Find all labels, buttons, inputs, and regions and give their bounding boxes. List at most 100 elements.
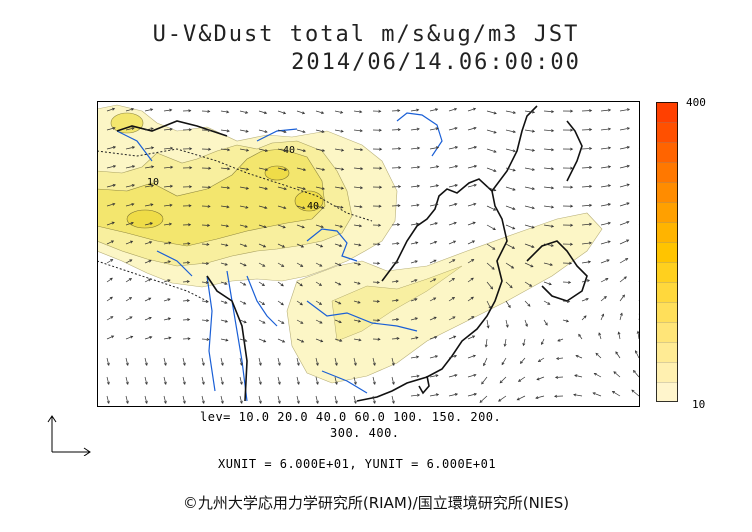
wind-vector [600,296,607,302]
wind-vector [467,184,477,188]
wind-vector-head [454,165,459,168]
wind-vector [258,281,265,286]
wind-vector [201,243,209,245]
wind-vector-head [338,263,342,267]
wind-vector-head [168,336,172,340]
wind-vector [486,205,496,211]
wind-vector [106,316,114,321]
wind-vector [296,319,304,324]
wind-vector [391,338,400,340]
wind-vector-head [589,128,593,132]
wind-vector-head [435,393,440,397]
wind-vector-head [471,240,476,244]
wind-vector [258,319,266,324]
wind-vector-head [224,262,228,266]
wind-vector [163,260,171,264]
borders [97,148,373,302]
wind-vector [410,109,419,112]
wind-vector [106,277,113,283]
wind-vector [125,336,133,340]
wind-vector [619,294,625,302]
wind-vector [429,108,438,112]
wind-vector-head [415,336,419,340]
wind-vector [505,243,515,249]
wind-vector-head [570,147,574,151]
wind-vector-head [106,362,110,366]
wind-vector-head [149,222,154,226]
wind-vector-head [296,362,300,366]
wind-vector-head [567,299,571,303]
wind-vector-head [522,342,526,347]
wind-vector-head [129,259,133,263]
colorbar-cell [656,221,678,243]
wind-vector [520,357,526,364]
wind-vector [277,357,281,366]
wind-vector [556,357,564,360]
wind-vector [201,300,209,303]
wind-vector [429,374,439,378]
wind-vector-head [451,297,456,300]
wind-vector-head [300,244,305,248]
wind-vector-head [360,148,364,152]
wind-vector-head [416,108,420,112]
wind-vector-head [473,145,478,149]
wind-vector-head [130,335,134,339]
wind-vector [524,319,528,327]
wind-vector-head [321,148,326,152]
wind-vector-head [473,126,477,130]
colorbar-cell [656,361,678,383]
wind-vector-head [150,203,154,207]
wind-vector-head [626,164,630,168]
wind-vector [144,376,148,385]
wind-vector [372,281,380,283]
wind-vector-head [453,335,457,339]
wind-vector [391,395,395,404]
wind-vector [481,376,488,385]
wind-vector [220,376,224,385]
wind-vector-head [262,263,266,267]
wind-vector-head [472,335,476,339]
wind-vector [353,148,363,151]
wind-vector-head [481,381,485,385]
wind-vector [429,241,437,245]
wind-vector [486,243,496,250]
wind-vector [562,319,569,322]
wind-vector [315,281,322,286]
wind-vector [524,243,535,248]
wind-vector-head [377,261,381,265]
wind-vector [277,395,281,404]
wind-vector [315,395,319,404]
wind-vector-head [435,184,440,188]
wind-vector [353,243,361,246]
wind-vector-head [578,333,582,337]
wind-vector [429,222,438,226]
wind-vector [581,148,592,150]
wind-vector [543,205,554,208]
wind-vector-head [531,245,535,248]
wind-vector-head [170,165,174,169]
wind-vector [631,389,640,397]
wind-vector [581,279,590,283]
colorbar-cell [656,381,678,402]
wind-vector-head [151,165,155,169]
wind-vector-head [372,400,376,404]
wind-vector [334,186,344,189]
wind-vector [467,165,477,169]
wind-vector-head [416,393,421,397]
wind-vector [410,356,419,359]
wind-vector-head [396,337,400,341]
wind-vector-head [492,227,496,231]
wind-vector-head [188,204,192,208]
wind-vector [277,148,287,152]
wind-vector-head [435,108,439,112]
wind-vector [258,129,268,133]
wind-vector-head [531,148,536,152]
wind-vector-head [454,373,458,377]
wind-vector-head [243,282,247,286]
wind-vector [410,185,420,188]
wind-vector-head [531,110,536,114]
wind-vector [505,300,511,308]
wind-vector-head [226,129,230,133]
contour-label: 40 [307,201,319,212]
wind-vector [637,331,640,340]
